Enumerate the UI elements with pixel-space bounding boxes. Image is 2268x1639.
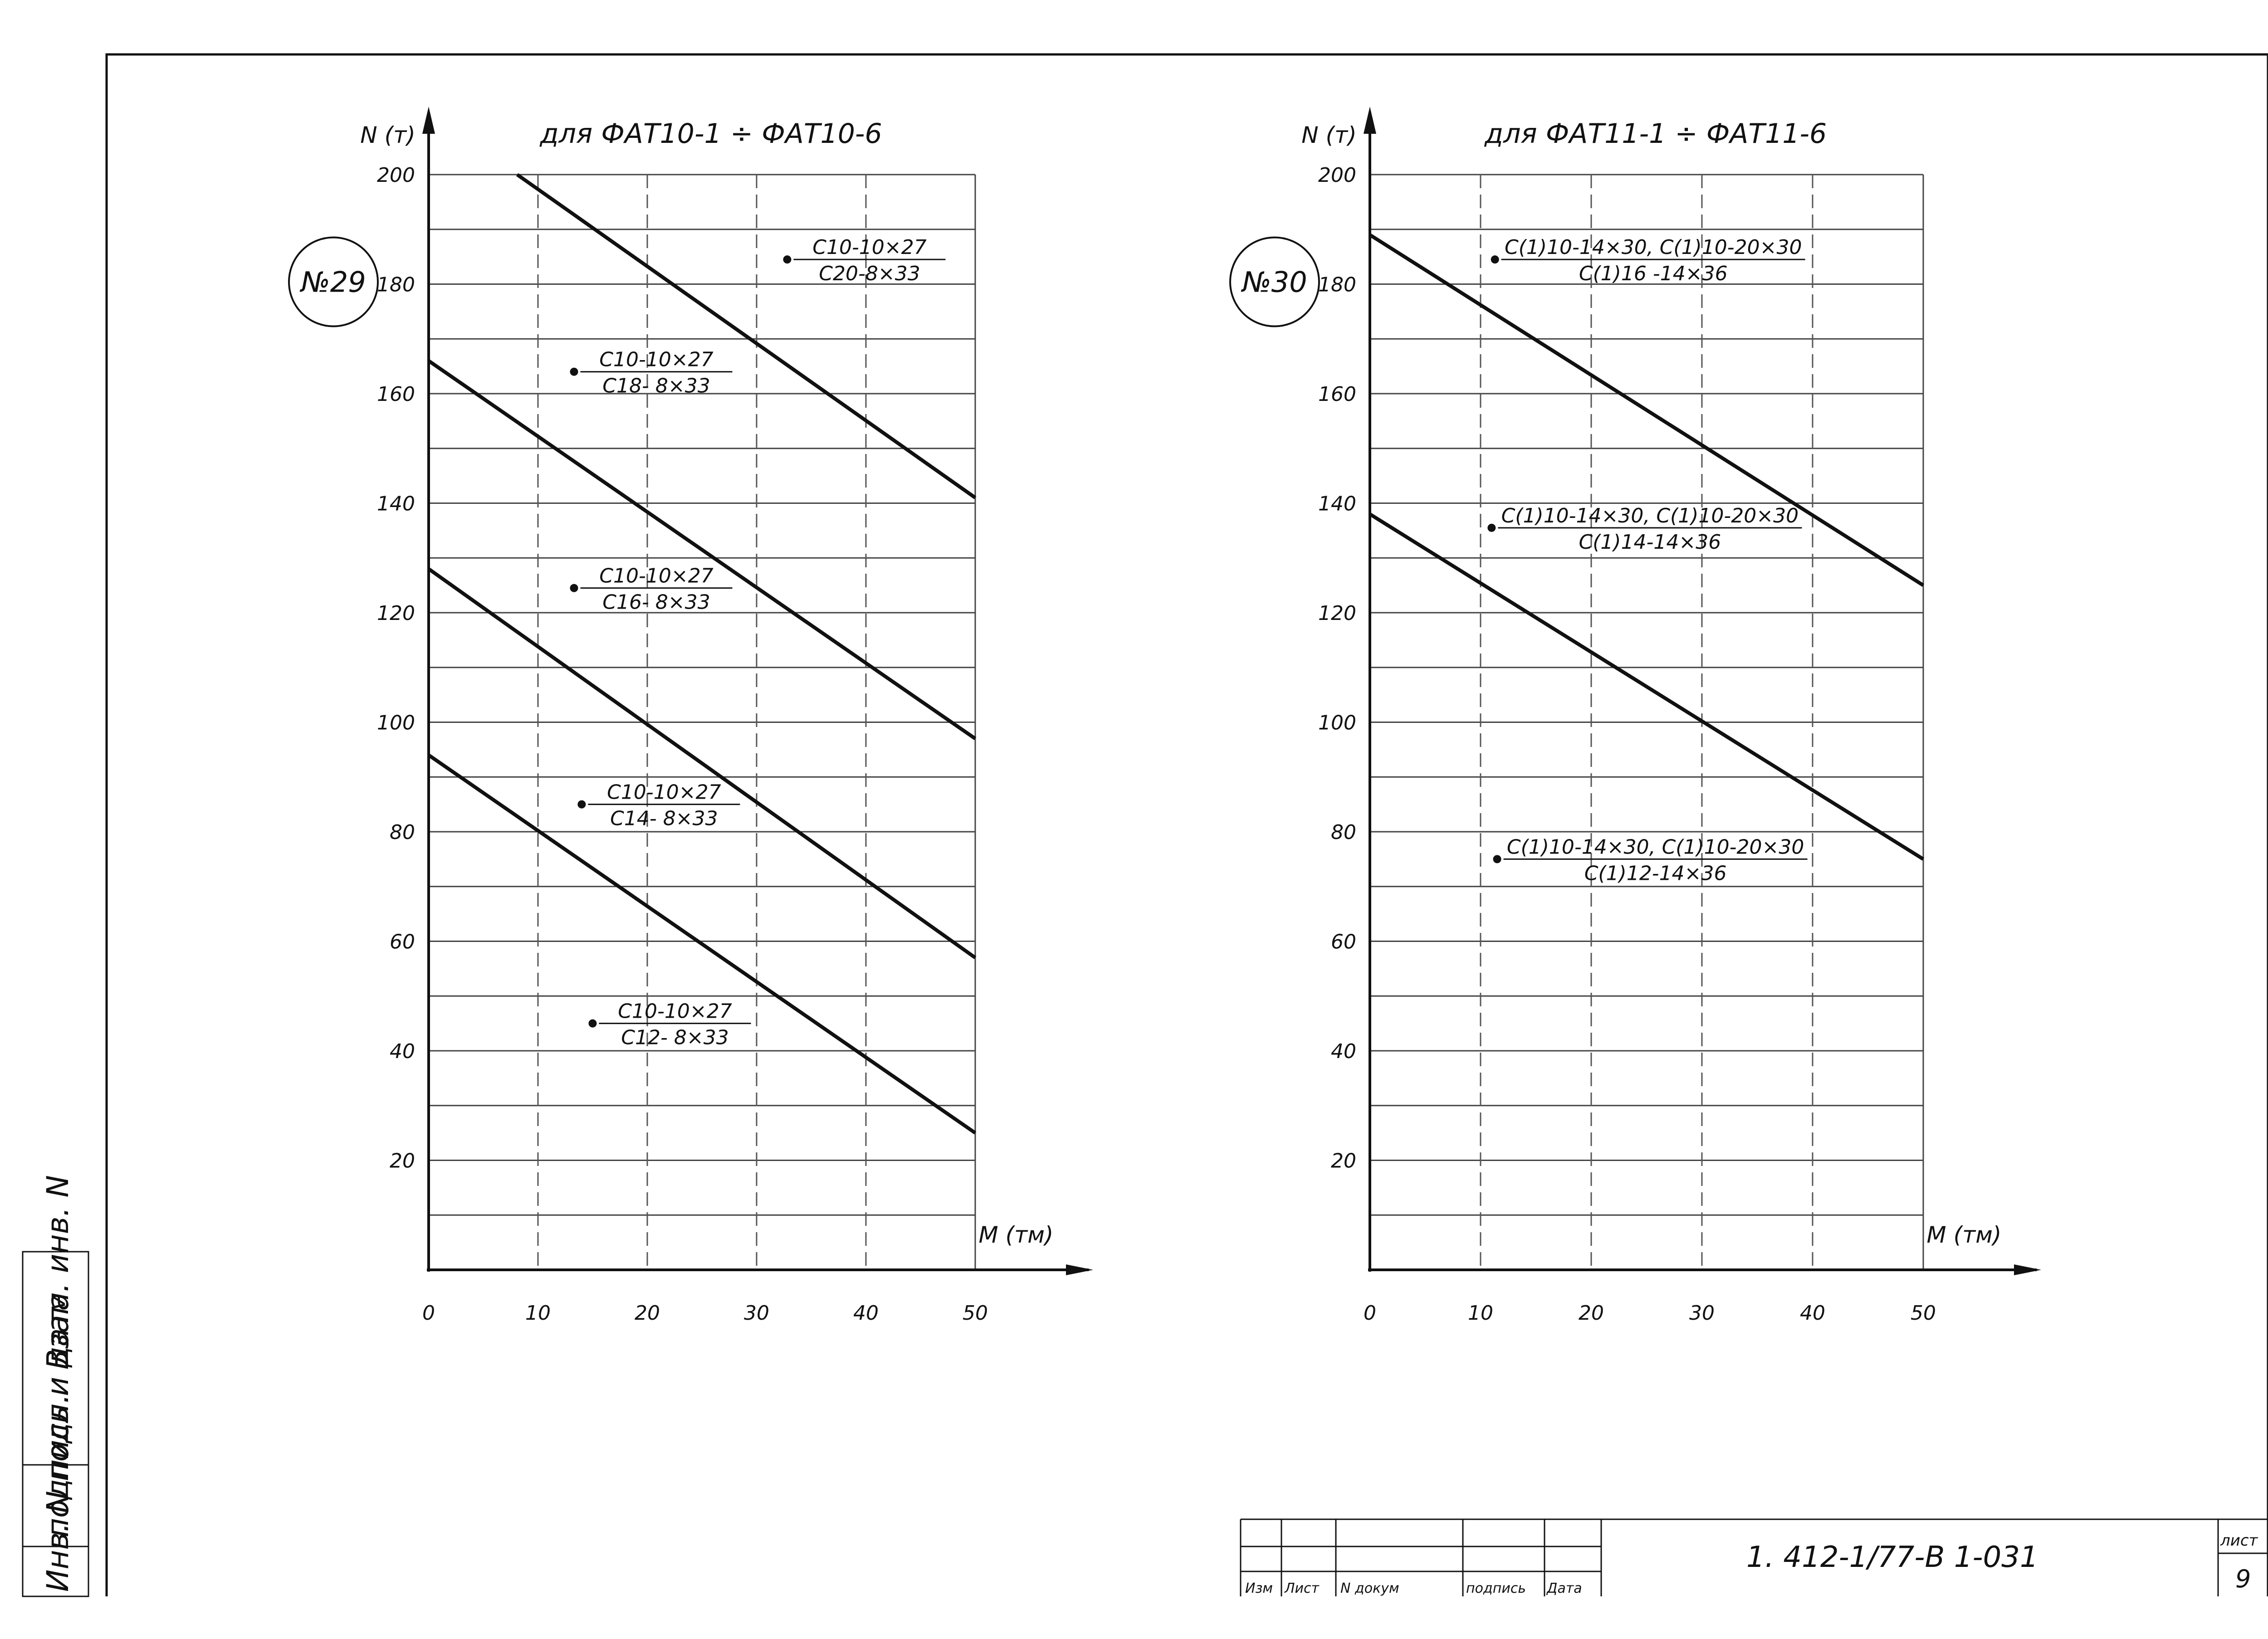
y-tick-label: 60 xyxy=(390,931,415,954)
side-stamp-frame xyxy=(22,1251,89,1597)
series-label-marker xyxy=(570,584,578,592)
series-label-marker xyxy=(588,1019,597,1028)
chart-number-circle xyxy=(1229,236,1320,327)
y-tick-label: 140 xyxy=(1318,493,1356,516)
series-line xyxy=(1369,233,1925,587)
y-tick-label: 20 xyxy=(390,1150,415,1173)
y-tick-label: 40 xyxy=(390,1040,415,1063)
series-label-bottom: С18- 8×33 xyxy=(602,375,710,398)
y-tick-label: 160 xyxy=(1318,383,1356,406)
series-line xyxy=(516,173,977,499)
y-tick-label: 180 xyxy=(1318,273,1356,297)
x-tick-label: 10 xyxy=(525,1302,551,1325)
y-tick-label: 100 xyxy=(377,712,415,735)
series-label-marker xyxy=(1491,255,1499,264)
x-axis-arrow xyxy=(2014,1264,2041,1275)
y-axis-arrow xyxy=(1364,107,1376,134)
y-axis-arrow xyxy=(422,107,435,134)
series-label-top: С(1)10-14×30, С(1)10-20×30 xyxy=(1507,835,1804,859)
y-tick-label: 60 xyxy=(1331,931,1356,954)
series-label-marker xyxy=(783,255,792,264)
side-stamp-signature-label: подпись и дата xyxy=(40,1293,75,1537)
series-label-top: С10-10×27 xyxy=(812,236,926,259)
sheet-label: лист xyxy=(2220,1532,2258,1550)
x-tick-label: 50 xyxy=(963,1302,988,1325)
series-line xyxy=(1369,512,1925,861)
y-tick-label: 80 xyxy=(1331,821,1356,844)
series-label-bottom: С12- 8×33 xyxy=(621,1026,728,1049)
series-label-bottom: С14- 8×33 xyxy=(610,807,718,830)
title-block: Изм Лист N докум подпись Дата 1. 412-1/7… xyxy=(1240,1518,2268,1596)
y-tick-label: 140 xyxy=(377,493,415,516)
x-tick-label: 40 xyxy=(1800,1302,1825,1325)
chart-title: для ФАТ11-1 ÷ ФАТ11-6 xyxy=(1484,118,1827,150)
y-tick-label: 120 xyxy=(377,602,415,625)
y-tick-label: 200 xyxy=(377,164,415,187)
x-axis-label: M (тм) xyxy=(1927,1222,2002,1248)
y-tick-label: 20 xyxy=(1331,1150,1356,1173)
series-label-top: С10-10×27 xyxy=(607,781,721,804)
x-tick-label: 50 xyxy=(1911,1302,1936,1325)
y-tick-label: 120 xyxy=(1318,602,1356,625)
sheet-number: 9 xyxy=(2235,1565,2251,1593)
y-axis-label: N (т) xyxy=(360,122,415,148)
y-tick-label: 100 xyxy=(1318,712,1356,735)
series-line xyxy=(427,359,977,741)
chart-title: для ФАТ10-1 ÷ ФАТ10-6 xyxy=(539,118,882,150)
chart-number-circle xyxy=(288,236,379,327)
series-label-bottom: С(1)16 -14×36 xyxy=(1579,262,1728,285)
series-label-top: С(1)10-14×30, С(1)10-20×30 xyxy=(1505,236,1802,259)
series-label-top: С10-10×27 xyxy=(599,565,713,588)
x-tick-label: 10 xyxy=(1468,1302,1493,1325)
document-code: 1. 412-1/77-В 1-031 xyxy=(1746,1541,2038,1574)
series-label-bottom: С16- 8×33 xyxy=(602,591,710,614)
series-label-marker xyxy=(577,800,586,809)
chart-number-badge: №29 xyxy=(299,266,366,299)
side-stamp: Инв. N подл. подпись и дата Взам. инв. N xyxy=(22,1175,89,1597)
chart-number-badge: №30 xyxy=(1241,266,1307,299)
x-tick-label: 20 xyxy=(635,1302,660,1325)
y-axis-label: N (т) xyxy=(1301,122,1356,148)
x-tick-label: 30 xyxy=(744,1302,769,1325)
x-tick-label: 30 xyxy=(1689,1302,1715,1325)
y-tick-label: 40 xyxy=(1331,1040,1356,1063)
series-line xyxy=(427,567,977,959)
series-label-bottom: С(1)14-14×36 xyxy=(1579,531,1721,554)
y-tick-label: 180 xyxy=(377,273,415,297)
y-tick-label: 80 xyxy=(390,821,415,844)
title-block-col-change: Изм xyxy=(1245,1580,1273,1596)
series-label-top: С10-10×27 xyxy=(618,1000,732,1023)
title-block-col-date: Дата xyxy=(1546,1580,1582,1596)
drawing-frame xyxy=(105,53,2268,1596)
series-label-bottom: С(1)12-14×36 xyxy=(1584,862,1727,885)
x-axis-arrow xyxy=(1066,1264,1093,1275)
x-axis-label: M (тм) xyxy=(979,1222,1054,1248)
title-block-col-doc-number: N докум xyxy=(1340,1580,1399,1596)
series-label-marker xyxy=(1487,523,1496,532)
series-label-bottom: С20-8×33 xyxy=(819,262,920,285)
title-block-col-sheet: Лист xyxy=(1284,1580,1320,1596)
chart-no29: 20 40 60 80 100 120 140 160 180 200 0 10 20 30 40 50 N (… xyxy=(288,107,1093,1325)
x-tick-label: 0 xyxy=(422,1302,435,1325)
title-block-col-signature: подпись xyxy=(1466,1580,1526,1596)
side-stamp-replacement-label: Взам. инв. N xyxy=(40,1175,75,1370)
chart-no30: 20 40 60 80 100 120 140 160 180 200 0 10 20 30 40 50 N (… xyxy=(1229,107,2041,1325)
x-tick-label: 20 xyxy=(1579,1302,1604,1325)
x-tick-label: 40 xyxy=(853,1302,879,1325)
x-tick-label: 0 xyxy=(1364,1302,1376,1325)
y-tick-label: 160 xyxy=(377,383,415,406)
series-line xyxy=(427,753,977,1135)
side-stamp-inventory-label: Инв. N подл. xyxy=(40,1394,75,1592)
series-label-marker xyxy=(570,367,578,376)
y-tick-label: 200 xyxy=(1318,164,1356,187)
series-label-top: С10-10×27 xyxy=(599,348,713,371)
series-label-top: С(1)10-14×30, С(1)10-20×30 xyxy=(1501,504,1799,527)
series-label-marker xyxy=(1493,855,1501,863)
